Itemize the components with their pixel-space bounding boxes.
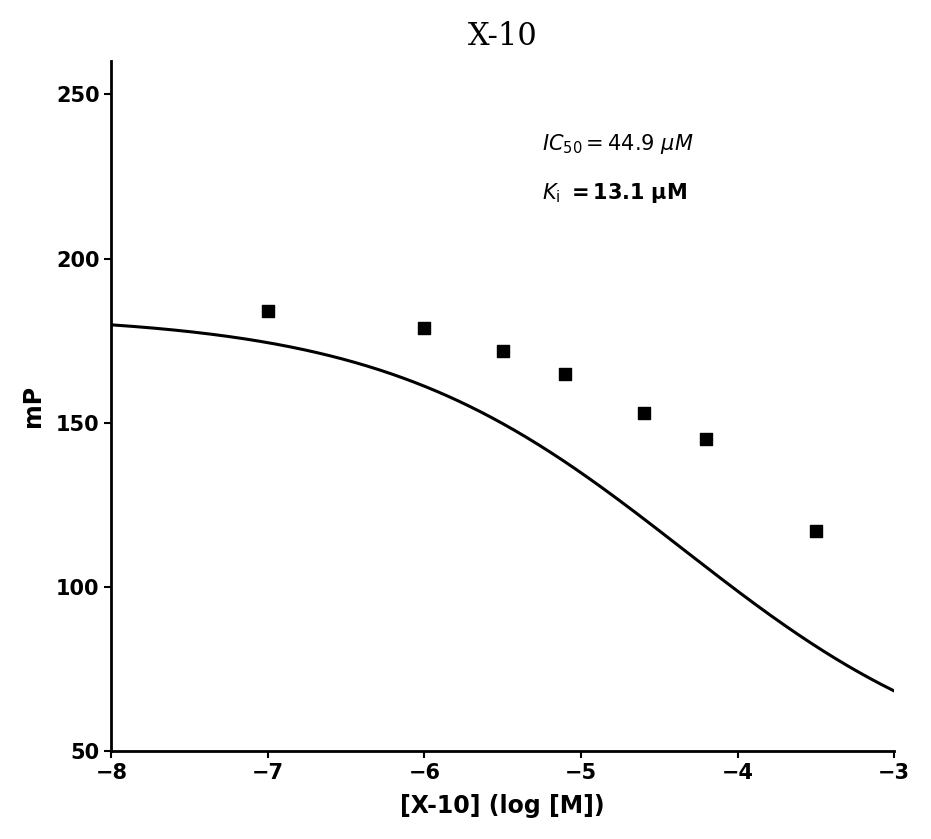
Point bbox=[261, 305, 276, 318]
Text: $\mathit{K}_{\rm i}$ $\mathbf{= 13.1\ \mu M}$: $\mathit{K}_{\rm i}$ $\mathbf{= 13.1\ \m… bbox=[542, 180, 687, 205]
Text: $\mathit{IC}_{50}$$\mathit{ = 44.9\ \mu M}$: $\mathit{IC}_{50}$$\mathit{ = 44.9\ \mu … bbox=[542, 133, 694, 156]
Point bbox=[808, 524, 823, 538]
Point bbox=[417, 320, 432, 334]
X-axis label: [X-10] (log [M]): [X-10] (log [M]) bbox=[400, 795, 605, 818]
Y-axis label: mP: mP bbox=[20, 385, 45, 427]
Point bbox=[699, 433, 714, 446]
Point bbox=[558, 367, 573, 380]
Point bbox=[495, 344, 510, 357]
Point bbox=[636, 406, 651, 420]
Title: X-10: X-10 bbox=[468, 21, 537, 52]
